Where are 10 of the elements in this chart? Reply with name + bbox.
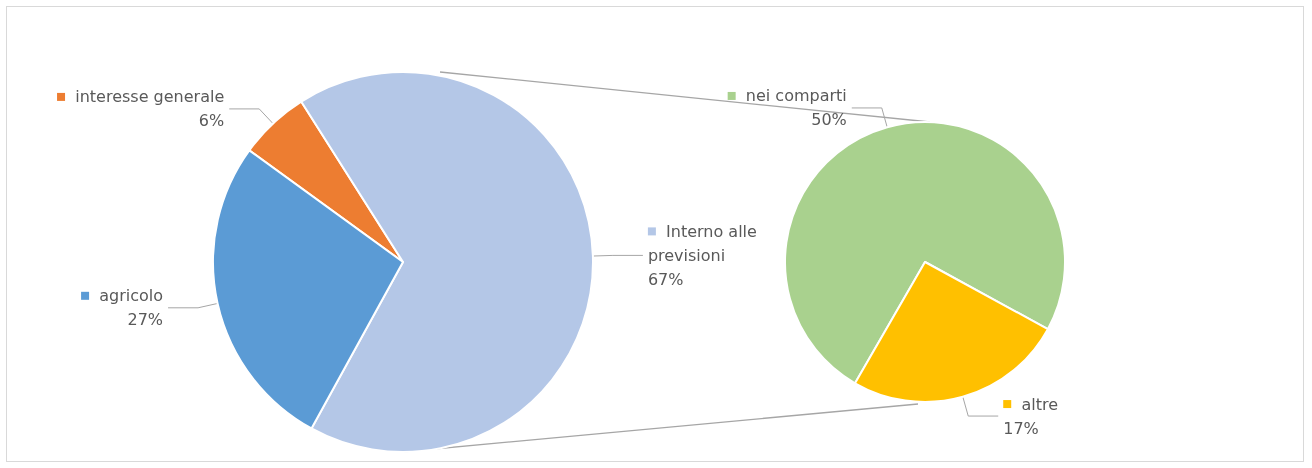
data-label: 27%	[127, 310, 164, 330]
legend-label: interesse generale	[65, 87, 225, 107]
data-label: 6%	[198, 111, 225, 131]
legend-label: agricolo	[89, 286, 164, 306]
legend-label: Interno alle previsioni	[647, 221, 757, 265]
data-label: 67%	[647, 269, 684, 289]
data-label: 17%	[1003, 418, 1039, 438]
legend-label: nei comparti	[735, 86, 847, 106]
data-label: 50%	[811, 110, 847, 130]
legend-label: altre	[1011, 394, 1058, 414]
